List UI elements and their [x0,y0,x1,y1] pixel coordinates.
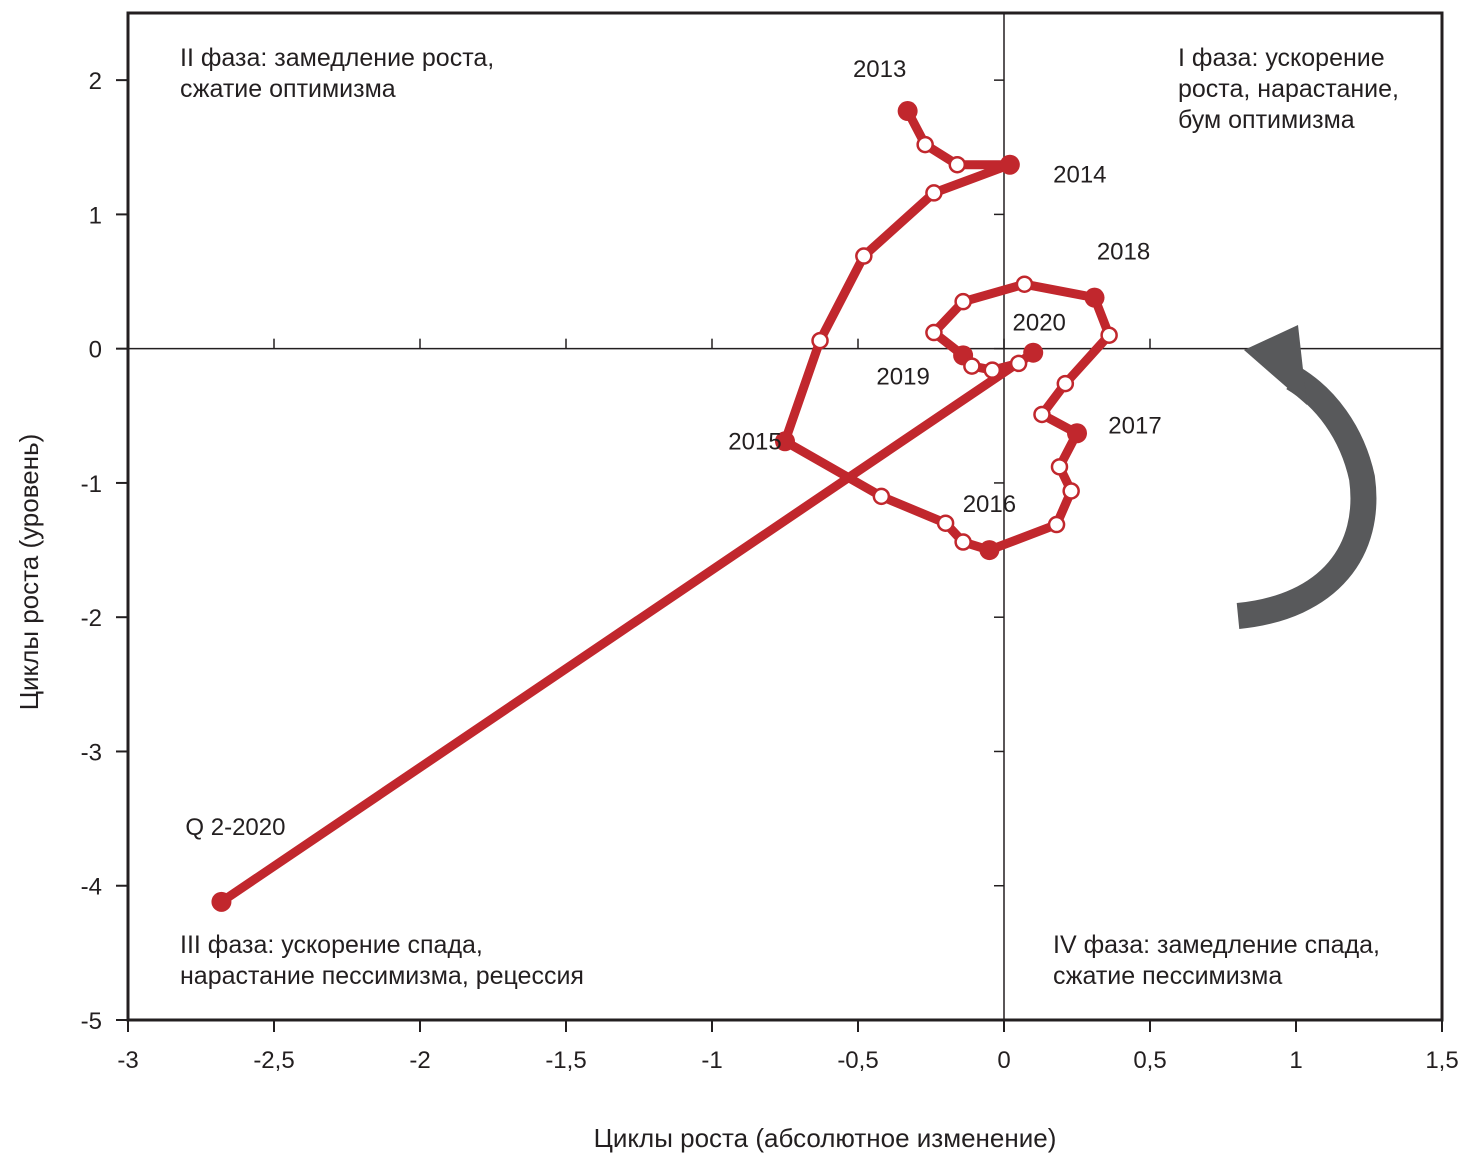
quadrant-labels: II фаза: замедление роста, сжатие оптимиз… [180,44,1399,990]
quadrant-label-line: бум оптимизма [1178,106,1355,134]
quarter-point [916,135,934,154]
x-tick-label: 0,5 [1133,1047,1166,1074]
quadrant-label-line: II фаза: замедление роста, [180,44,494,72]
x-tick-label: -3 [117,1047,138,1074]
y-tick-label: 1 [89,202,102,229]
quarter-point [872,487,891,506]
y-tick-label: -5 [81,1008,102,1035]
x-tick-label: 1 [1289,1047,1302,1074]
y-axis-title: Циклы роста (уровень) [14,434,44,711]
x-axis-title: Циклы роста (абсолютное изменение) [594,1123,1057,1153]
axes-layer [128,13,1442,1020]
year-labels-layer: 2013 2014 2015 2016 2017 2018 2019 2020 Q 2-2020 [185,56,1161,841]
x-tick-label: 1,5 [1425,1047,1458,1074]
quadrant-label-line: I фаза: ускорение [1178,44,1385,72]
y-tick-label: -2 [81,605,102,632]
year-start-point [1084,287,1105,308]
year-start-point [1067,423,1087,444]
x-tick-label: 0 [997,1047,1010,1074]
quarter-point [1056,374,1075,393]
quadrant-label-phase-2: II фаза: замедление роста, сжатие оптимиз… [180,44,494,103]
year-label: 2017 [1108,412,1161,439]
quarter-point [925,323,943,342]
quarter-point [1100,326,1118,344]
year-start-point [211,891,232,912]
quadrant-label-line: III фаза: ускорение спада, [180,931,483,959]
year-start-point [1023,342,1044,363]
year-label: Q 2-2020 [185,814,285,841]
year-label: 2013 [853,56,906,83]
quadrant-label-line: IV фаза: замедление спада, [1053,931,1380,959]
x-tick-label: -2 [409,1047,430,1074]
year-start-point [775,431,795,452]
ticks-layer [116,79,1443,1032]
quarter-point [925,184,943,202]
quarter-point [936,514,955,532]
year-label: 2015 [728,428,781,455]
y-tick-label: 2 [89,68,102,95]
year-label: 2014 [1053,162,1106,189]
y-tick-label: -3 [81,739,102,766]
quarter-point [1009,354,1028,373]
cycle-arrow-body [1236,366,1377,629]
quarter-point [983,361,1002,379]
year-start-point [999,154,1020,175]
x-tick-label: -2,5 [253,1047,294,1074]
quarter-point [1050,458,1069,476]
quarter-point [811,331,829,350]
quadrant-label-phase-1: I фаза: ускорение роста, нарастание, бум о… [1178,44,1399,134]
quarter-point [1015,275,1034,293]
x-tick-label: -1,5 [545,1047,586,1074]
y-tick-label: -1 [81,471,102,498]
quarter-point [1062,482,1080,500]
tick-labels-layer: -3 -2,5 -2 -1,5 -1 -0,5 0 0,5 1 1,5 -5 -4 -3 -2 -1 0 1 2 [81,68,1459,1074]
quarter-point [948,155,967,174]
year-label: 2019 [876,363,929,390]
year-start-point [979,540,1000,561]
quadrant-label-line: сжатие оптимизма [180,75,396,103]
quarter-point [855,247,873,265]
quadrant-label-phase-3: III фаза: ускорение спада, нарастание пес… [180,931,584,990]
y-tick-label: -4 [81,874,102,901]
quarter-point [1033,405,1051,424]
quarter-point [963,357,981,375]
quadrant-label-line: роста, нарастание, [1178,75,1399,103]
quadrant-label-line: нарастание пессимизма, рецессия [180,962,584,990]
plot-frame [126,11,1444,1022]
year-label: 2018 [1097,239,1150,266]
quarter-point [954,533,972,551]
cycle-direction-arrow [1236,325,1377,629]
quarter-point [1047,515,1066,534]
x-tick-label: -1 [701,1047,722,1074]
year-label: 2020 [1013,310,1066,337]
quadrant-label-line: сжатие пессимизма [1053,962,1282,990]
points-layer [211,101,1118,912]
quarter-point [954,292,972,311]
cycle-arrow-head [1244,325,1307,405]
y-tick-label: 0 [89,337,102,364]
quadrant-label-phase-4: IV фаза: замедление спада, сжатие пессими… [1053,931,1380,990]
x-tick-label: -0,5 [837,1047,878,1074]
year-start-point [897,101,918,122]
year-label: 2016 [963,491,1016,518]
